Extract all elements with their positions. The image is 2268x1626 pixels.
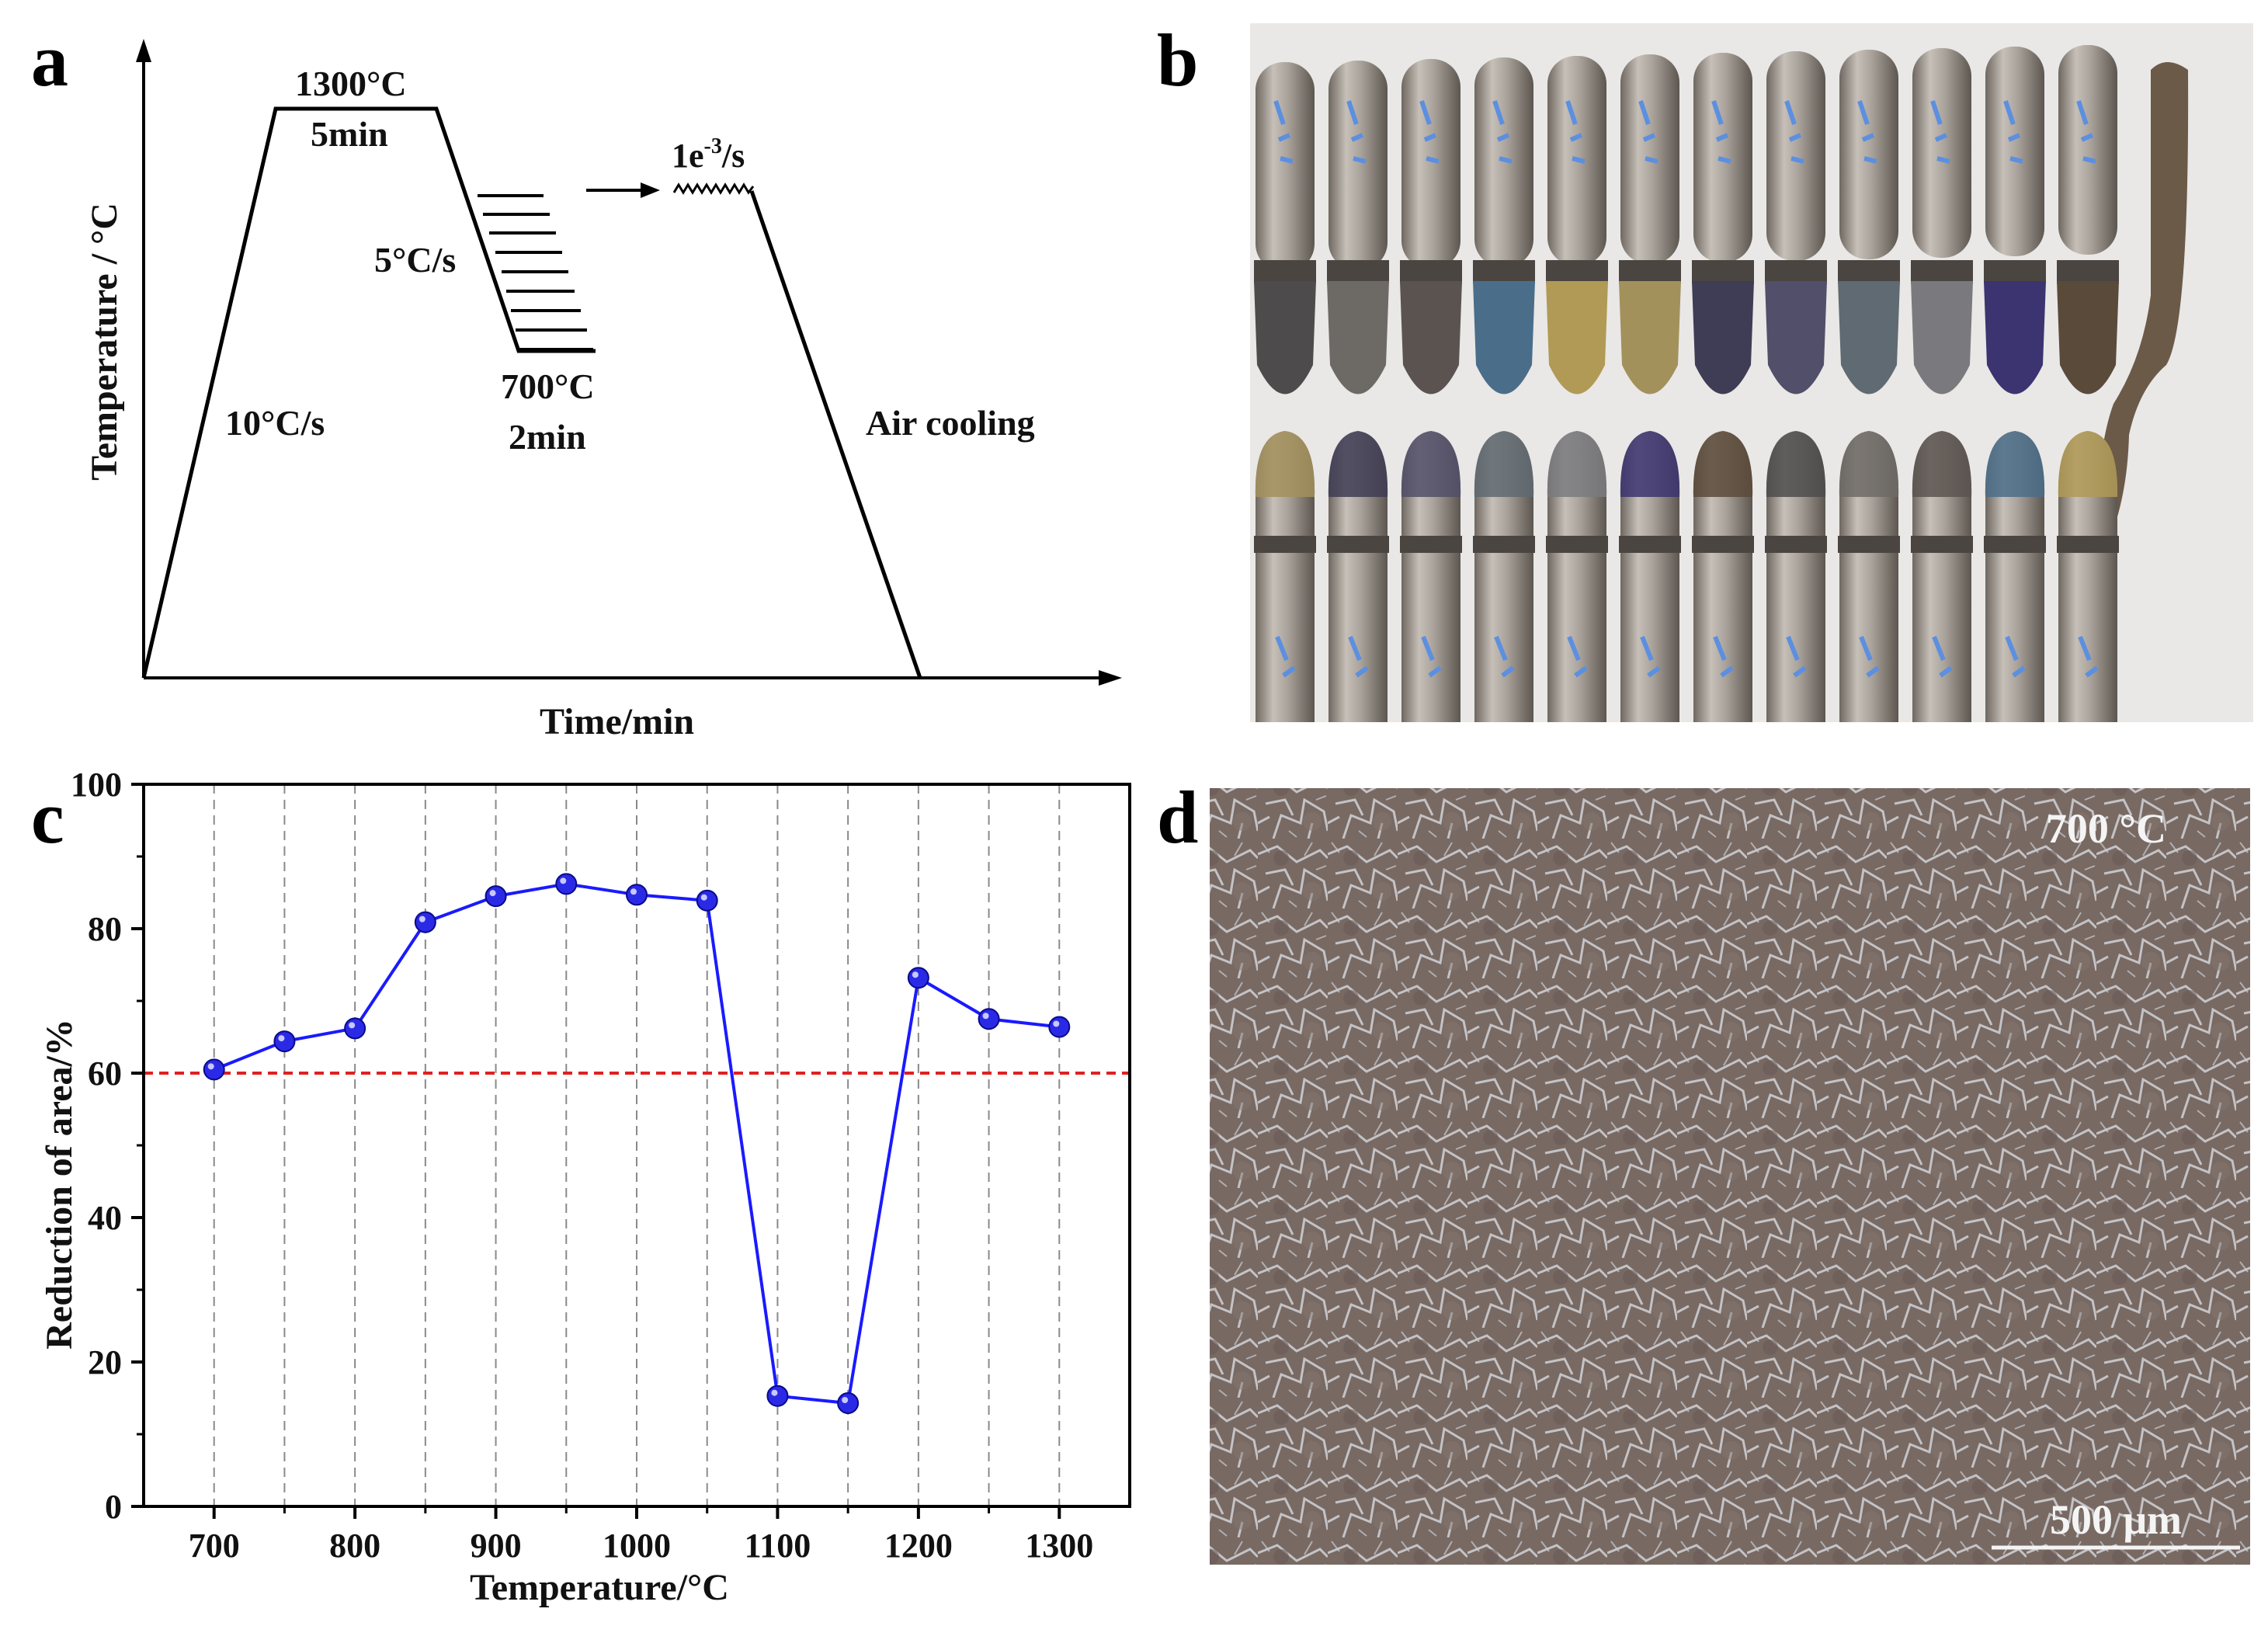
y-tick-label: 20 [88,1343,122,1381]
specimen-rod [1619,54,1681,394]
x-tick-label: 800 [329,1527,380,1565]
data-point [344,1017,366,1040]
panel-c-chart: c 700 800 900 1000 1100 1200 1300 0 20 40 60 80 100… [31,766,1131,1608]
panel-a-soak-temp: 1300°C [295,64,407,103]
panel-a-final-cooling: Air cooling [866,403,1035,443]
specimen-rod [1984,47,2046,394]
data-point-highlight [700,894,707,901]
panel-d-letter: d [1157,776,1198,859]
data-point-highlight [207,1063,214,1070]
data-point [907,967,929,989]
data-point [626,884,648,906]
panel-a-y-label: Temperature / °C [84,203,125,481]
x-tick-label: 1200 [884,1527,953,1565]
panel-a-cooling-hatch [478,194,593,351]
y-tick-label: 60 [88,1054,122,1093]
data-point-highlight [560,877,567,884]
specimen-rod [1765,51,1827,394]
panel-c-letter: c [31,776,64,859]
x-tick-label: 700 [189,1527,240,1565]
specimen-rod [1692,431,1754,722]
specimen-rod [1473,431,1535,722]
specimen-rod [1619,431,1681,722]
y-axis-label: Reduction of area/% [39,1019,80,1350]
panel-a-x-arrow [1099,670,1122,686]
data-point [696,889,718,912]
panel-a-y-arrow [136,39,151,62]
data-point-highlight [912,971,919,978]
data-point-highlight [278,1035,285,1042]
specimen-rod [1838,431,1900,722]
specimen-rod [1473,57,1535,394]
y-tick-label: 100 [71,766,122,804]
panel-d-micrograph: d 700 °C 500 μm [1157,776,2250,1565]
specimen-rod [1692,53,1754,394]
specimen-rod [1911,431,1973,722]
y-tick-label: 0 [105,1488,122,1526]
panel-a-hold-time: 2min [509,417,586,457]
x-ticks: 700 800 900 1000 1100 1200 1300 [189,1506,1093,1565]
specimen-rod [1327,61,1389,394]
micrograph-temp-label: 700 °C [2046,805,2166,852]
data-point [766,1385,789,1407]
data-point-highlight [630,888,637,895]
specimen-rod [1984,431,2046,722]
panel-a-soak-time: 5min [311,114,388,154]
data-point-highlight [771,1389,778,1396]
panel-a-tensile-segment [672,182,755,195]
data-point [485,885,507,908]
y-tick-label: 40 [88,1199,122,1237]
data-point [837,1392,860,1415]
panel-a-strain-rate: 1e-3/s [672,134,745,175]
x-tick-label: 900 [471,1527,522,1565]
data-point [414,911,436,933]
specimen-rod [1838,50,1900,394]
data-point [273,1030,296,1053]
specimen-rod [1327,431,1389,722]
panel-a-x-label: Time/min [540,701,694,742]
x-tick-label: 1100 [745,1527,811,1565]
x-axis-label: Temperature/°C [470,1567,729,1608]
data-point [1048,1016,1071,1038]
panel-a-air-cool-line [749,190,922,679]
data-point-highlight [982,1013,989,1020]
panel-b-bottom-row [1254,431,2119,722]
data-point-highlight [419,915,425,922]
y-ticks: 0 20 40 60 80 100 [71,766,144,1526]
specimen-rod-necked [2096,62,2189,722]
data-point [978,1008,1000,1030]
specimen-rod [1765,431,1827,722]
panel-a-cooling-rate: 5°C/s [374,240,456,280]
data-point-highlight [1053,1020,1060,1027]
panel-b-letter: b [1157,19,1198,102]
specimen-rod [1254,62,1316,394]
data-point-highlight [349,1022,356,1029]
data-point-highlight [842,1397,849,1404]
panel-b-top-row [1254,45,2189,722]
panel-a-schematic: a 1300°C 5min 10°C/s 5°C/s 70 [31,19,1122,742]
data-point [203,1058,225,1081]
specimen-rod [1546,431,1608,722]
specimen-rod [1400,59,1462,394]
specimen-rod [1254,431,1316,722]
x-tick-label: 1000 [603,1527,671,1565]
x-tick-label: 1300 [1025,1527,1093,1565]
series-points [203,873,1071,1415]
data-point-highlight [489,890,496,897]
micrograph-image [1210,788,2250,1565]
panel-b-photo: b [1157,19,2253,722]
scale-bar-label: 500 μm [2050,1496,2182,1543]
data-point [555,873,578,895]
chart-grid [213,784,1061,1506]
y-tick-label: 80 [88,910,122,948]
specimen-rod [2057,45,2119,394]
specimen-rod [1400,431,1462,722]
panel-a-heating-rate: 10°C/s [225,403,325,443]
specimen-rod [1911,48,1973,394]
panel-a-test-temp: 700°C [501,367,595,406]
panel-a-letter: a [31,19,68,102]
specimen-rod [1546,56,1608,394]
specimen-rod [2057,431,2119,722]
